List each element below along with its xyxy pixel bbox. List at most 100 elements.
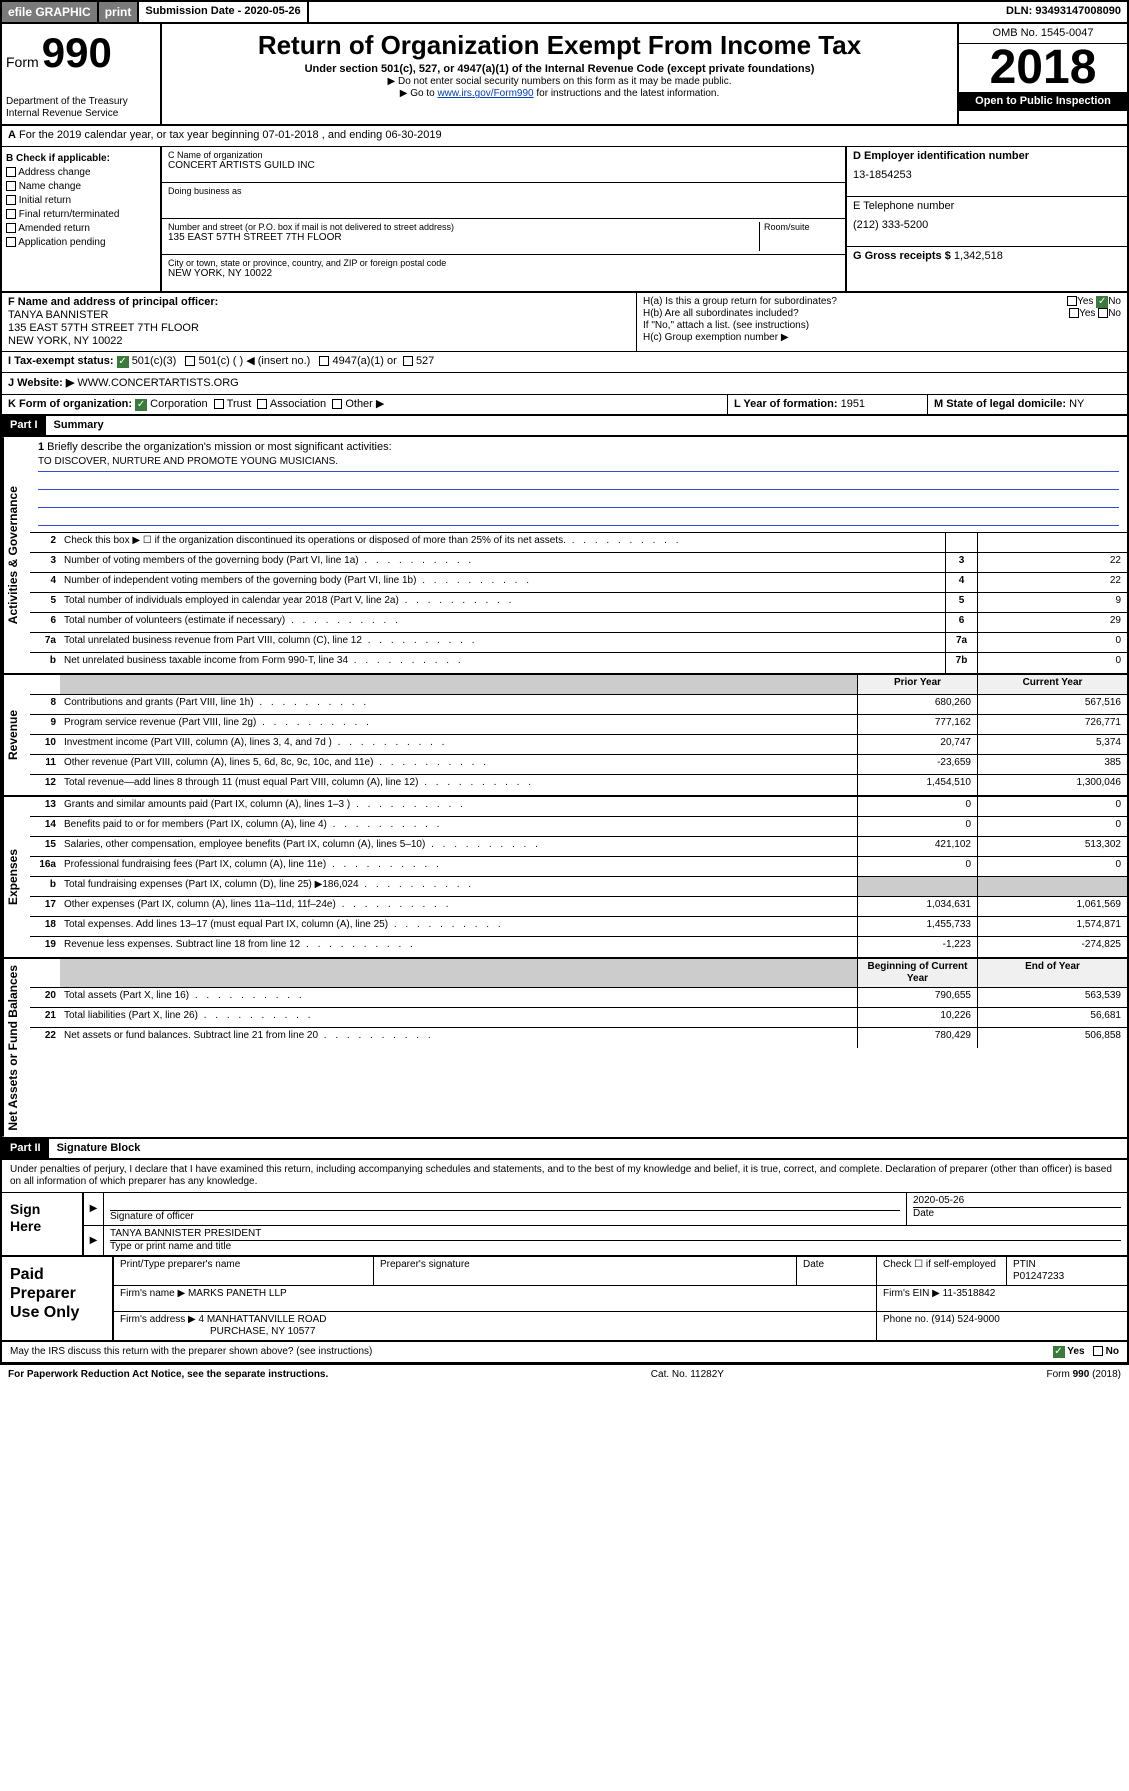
line-num: 20 xyxy=(30,988,60,1007)
prior-value: 1,455,733 xyxy=(857,917,977,936)
current-value: 56,681 xyxy=(977,1008,1127,1027)
summary-line: 20 Total assets (Part X, line 16) 790,65… xyxy=(30,988,1127,1008)
chk-name-change[interactable]: Name change xyxy=(6,181,156,193)
part2-header: Part II Signature Block xyxy=(2,1139,1127,1160)
line-desc: Total unrelated business revenue from Pa… xyxy=(60,633,945,652)
cell-value: 29 xyxy=(977,613,1127,632)
line-num: 16a xyxy=(30,857,60,876)
cell-num xyxy=(945,533,977,552)
subtitle-1: Under section 501(c), 527, or 4947(a)(1)… xyxy=(170,63,949,76)
chk-address-change[interactable]: Address change xyxy=(6,167,156,179)
arrow-icon: ▶ xyxy=(84,1193,104,1225)
line-desc: Total number of volunteers (estimate if … xyxy=(60,613,945,632)
top-bar: efile GRAPHIC print Submission Date - 20… xyxy=(0,0,1129,24)
line-desc: Grants and similar amounts paid (Part IX… xyxy=(60,797,857,816)
line-desc: Investment income (Part VIII, column (A)… xyxy=(60,735,857,754)
current-value xyxy=(977,877,1127,896)
cell-value: 9 xyxy=(977,593,1127,612)
line-num: 19 xyxy=(30,937,60,957)
summary-line: 5 Total number of individuals employed i… xyxy=(30,593,1127,613)
line-num: 5 xyxy=(30,593,60,612)
cell-value: 0 xyxy=(977,653,1127,673)
current-value: 1,574,871 xyxy=(977,917,1127,936)
gross-receipts-label: G Gross receipts $ xyxy=(853,250,951,262)
line-num: 14 xyxy=(30,817,60,836)
form-title: Return of Organization Exempt From Incom… xyxy=(170,30,949,61)
chk-amended[interactable]: Amended return xyxy=(6,223,156,235)
line-desc: Net assets or fund balances. Subtract li… xyxy=(60,1028,857,1048)
line-desc: Benefits paid to or for members (Part IX… xyxy=(60,817,857,836)
summary-content: 1 Briefly describe the organization's mi… xyxy=(30,437,1127,673)
city-label: City or town, state or province, country… xyxy=(168,258,839,269)
chk-final-return[interactable]: Final return/terminated xyxy=(6,209,156,221)
section-de: D Employer identification number 13-1854… xyxy=(847,147,1127,291)
current-year-header: Current Year xyxy=(977,675,1127,694)
discuss-yes[interactable]: ✓ xyxy=(1053,1346,1065,1358)
officer-addr1: 135 EAST 57TH STREET 7TH FLOOR xyxy=(8,322,630,335)
org-name-label: C Name of organization xyxy=(168,150,839,161)
cat-number: Cat. No. 11282Y xyxy=(651,1369,724,1381)
chk-501c3[interactable]: ✓ xyxy=(117,356,129,368)
date-label: Date xyxy=(913,1207,1121,1220)
line-num: 22 xyxy=(30,1028,60,1048)
dln: DLN: 93493147008090 xyxy=(1000,2,1127,22)
signer-name: TANYA BANNISTER PRESIDENT xyxy=(110,1228,1121,1241)
sign-section: Sign Here ▶ Signature of officer 2020-05… xyxy=(2,1193,1127,1257)
line-desc: Contributions and grants (Part VIII, lin… xyxy=(60,695,857,714)
chk-application-pending[interactable]: Application pending xyxy=(6,237,156,249)
line-num: 18 xyxy=(30,917,60,936)
sig-officer-label: Signature of officer xyxy=(110,1211,900,1223)
line-num: 13 xyxy=(30,797,60,816)
print-button[interactable]: print xyxy=(99,2,140,22)
line-num: 7a xyxy=(30,633,60,652)
line-a: A For the 2019 calendar year, or tax yea… xyxy=(2,126,1127,146)
discuss-no[interactable] xyxy=(1093,1346,1103,1356)
form-label: Form xyxy=(6,54,39,70)
part2-num: Part II xyxy=(2,1139,49,1158)
declaration-text: Under penalties of perjury, I declare th… xyxy=(2,1160,1127,1193)
prior-value: 10,226 xyxy=(857,1008,977,1027)
open-to-public: Open to Public Inspection xyxy=(959,92,1127,111)
line-num: 4 xyxy=(30,573,60,592)
line-num: 15 xyxy=(30,837,60,856)
phone-value: (212) 333-5200 xyxy=(853,219,1121,232)
prior-year-header: Beginning of Current Year xyxy=(857,959,977,987)
current-year-header: End of Year xyxy=(977,959,1127,987)
pra-notice: For Paperwork Reduction Act Notice, see … xyxy=(8,1369,328,1381)
line-num: 10 xyxy=(30,735,60,754)
cell-num: 7b xyxy=(945,653,977,673)
year-formation: 1951 xyxy=(841,398,865,410)
section-klm: K Form of organization: ✓ Corporation Tr… xyxy=(2,395,1127,416)
summary-line: 2 Check this box ▶ ☐ if the organization… xyxy=(30,533,1127,553)
line-desc: Revenue less expenses. Subtract line 18 … xyxy=(60,937,857,957)
cell-num: 7a xyxy=(945,633,977,652)
line-desc: Total number of individuals employed in … xyxy=(60,593,945,612)
prior-value: 777,162 xyxy=(857,715,977,734)
current-value: 0 xyxy=(977,857,1127,876)
section-h: H(a) Is this a group return for subordin… xyxy=(637,293,1127,352)
line-num: 2 xyxy=(30,533,60,552)
summary-line: 10 Investment income (Part VIII, column … xyxy=(30,735,1127,755)
summary-line: 17 Other expenses (Part IX, column (A), … xyxy=(30,897,1127,917)
sign-date: 2020-05-26 xyxy=(913,1195,1121,1207)
irs-link[interactable]: www.irs.gov/Form990 xyxy=(437,88,533,99)
line-desc: Total liabilities (Part X, line 26) xyxy=(60,1008,857,1027)
prior-value: 0 xyxy=(857,857,977,876)
summary-line: 4 Number of independent voting members o… xyxy=(30,573,1127,593)
cell-value: 22 xyxy=(977,553,1127,572)
tax-year: 2018 xyxy=(959,44,1127,92)
name-title-label: Type or print name and title xyxy=(110,1241,1121,1253)
line-desc: Total expenses. Add lines 13–17 (must eq… xyxy=(60,917,857,936)
self-employed-check[interactable]: Check ☐ if self-employed xyxy=(877,1257,1007,1285)
summary-group: Activities & Governance1 Briefly describ… xyxy=(2,437,1127,675)
submission-date: Submission Date - 2020-05-26 xyxy=(139,2,308,22)
summary-line: 14 Benefits paid to or for members (Part… xyxy=(30,817,1127,837)
section-fh: F Name and address of principal officer:… xyxy=(2,293,1127,353)
line-desc: Total revenue—add lines 8 through 11 (mu… xyxy=(60,775,857,795)
preparer-section: Paid Preparer Use Only Print/Type prepar… xyxy=(2,1257,1127,1342)
summary-line: 12 Total revenue—add lines 8 through 11 … xyxy=(30,775,1127,795)
current-value: 513,302 xyxy=(977,837,1127,856)
current-value: 726,771 xyxy=(977,715,1127,734)
prior-value: 20,747 xyxy=(857,735,977,754)
chk-initial-return[interactable]: Initial return xyxy=(6,195,156,207)
